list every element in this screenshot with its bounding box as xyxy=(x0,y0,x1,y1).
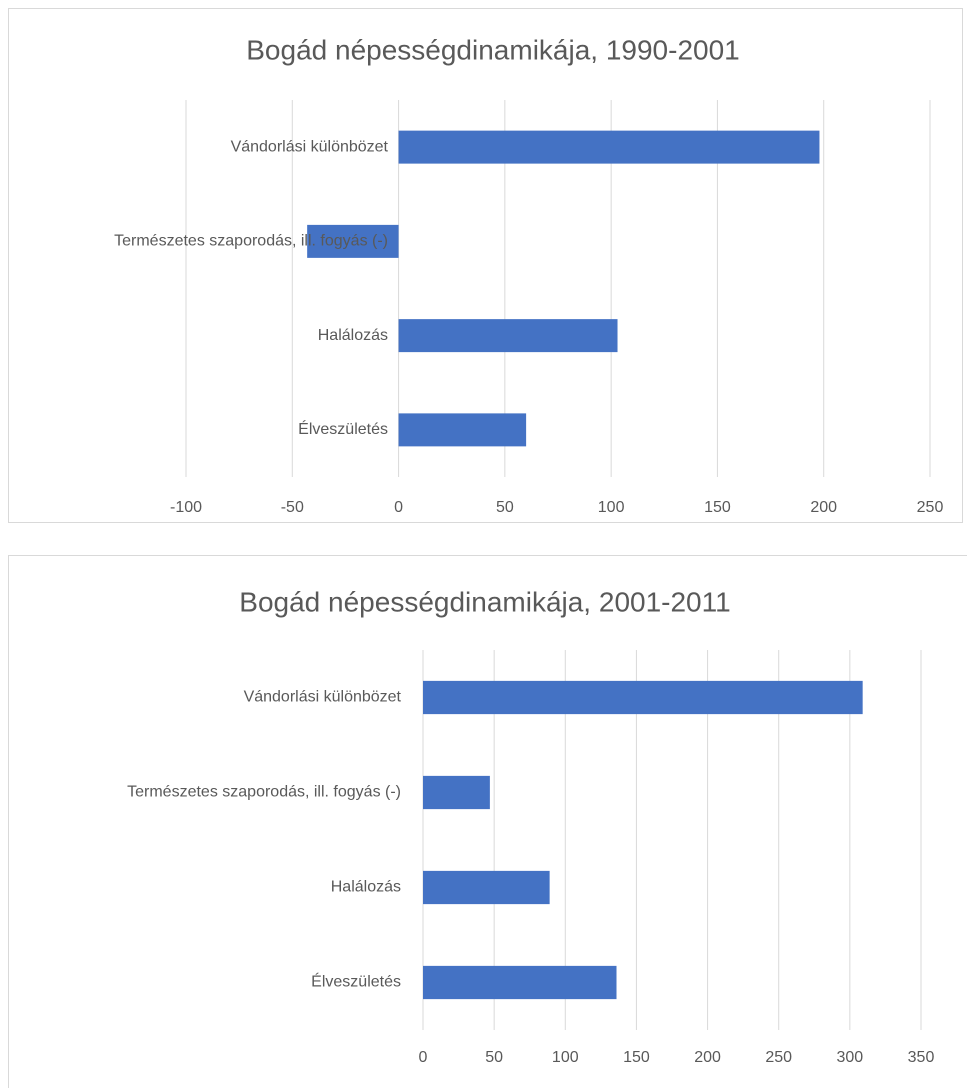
x-tick-label: -50 xyxy=(281,499,304,516)
x-tick-label: 200 xyxy=(694,1049,721,1066)
chart-title: Bogád népességdinamikája, 1990-2001 xyxy=(246,34,740,65)
x-tick-label: 0 xyxy=(394,499,403,516)
y-tick-label: Természetes szaporodás, ill. fogyás (-) xyxy=(127,784,401,801)
chart-title: Bogád népességdinamikája, 2001-2011 xyxy=(239,586,730,617)
bar xyxy=(398,413,527,447)
bar xyxy=(307,224,399,258)
bar xyxy=(423,965,617,1000)
x-tick-label: 150 xyxy=(704,499,731,516)
x-tick-label: -100 xyxy=(170,499,202,516)
y-tick-label: Természetes szaporodás, ill. fogyás (-) xyxy=(114,233,388,250)
x-tick-label: 250 xyxy=(765,1049,792,1066)
chart-frame xyxy=(8,8,963,523)
bar xyxy=(398,319,618,353)
x-tick-label: 200 xyxy=(810,499,837,516)
bar xyxy=(423,870,550,905)
y-tick-label: Halálozás xyxy=(318,327,388,344)
y-tick-label: Halálozás xyxy=(331,879,401,896)
x-tick-label: 0 xyxy=(419,1049,428,1066)
x-tick-label: 250 xyxy=(917,499,944,516)
y-tick-label: Élveszületés xyxy=(311,972,401,991)
x-tick-label: 350 xyxy=(908,1049,935,1066)
x-tick-label: 50 xyxy=(485,1049,503,1066)
y-tick-label: Vándorlási különbözet xyxy=(231,138,389,155)
chart-frame xyxy=(8,555,967,1088)
y-tick-label: Vándorlási különbözet xyxy=(244,689,402,706)
x-tick-label: 100 xyxy=(598,499,625,516)
x-tick-label: 300 xyxy=(837,1049,864,1066)
bar xyxy=(423,775,490,810)
x-tick-label: 50 xyxy=(496,499,514,516)
bar xyxy=(398,130,820,164)
bar xyxy=(423,680,863,715)
x-tick-label: 100 xyxy=(552,1049,579,1066)
x-tick-label: 150 xyxy=(623,1049,650,1066)
y-tick-label: Élveszületés xyxy=(298,419,388,438)
